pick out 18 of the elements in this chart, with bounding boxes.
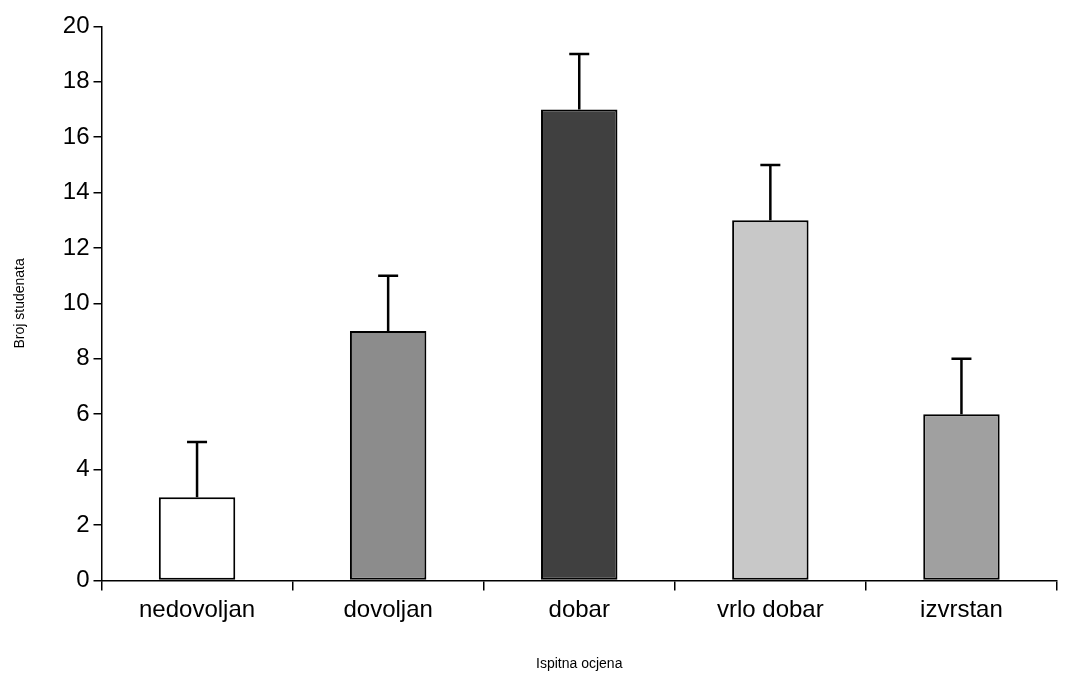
y-tick-label: 2 (76, 509, 90, 537)
y-tick-label: 10 (62, 288, 90, 316)
y-tick-label: 18 (62, 66, 90, 94)
x-tick-label: izvrstan (920, 595, 1003, 623)
y-tick-label: 8 (76, 343, 90, 371)
y-tick-label: 0 (76, 565, 90, 593)
x-tick-label: nedovoljan (138, 595, 256, 623)
x-tick-label: vrlo dobar (716, 595, 824, 623)
y-tick-label: 4 (76, 454, 90, 482)
x-tick-label: dobar (548, 595, 610, 623)
y-tick-label: 12 (62, 232, 90, 260)
x-axis-title: Ispitna ocjena (536, 655, 623, 672)
y-tick-label: 20 (62, 11, 90, 39)
y-tick-label: 14 (62, 177, 90, 205)
x-tick-label: dovoljan (343, 595, 433, 623)
y-tick-label: 6 (76, 398, 90, 426)
y-axis-title: Broj studenata (11, 258, 28, 349)
y-tick-label: 16 (62, 121, 90, 149)
